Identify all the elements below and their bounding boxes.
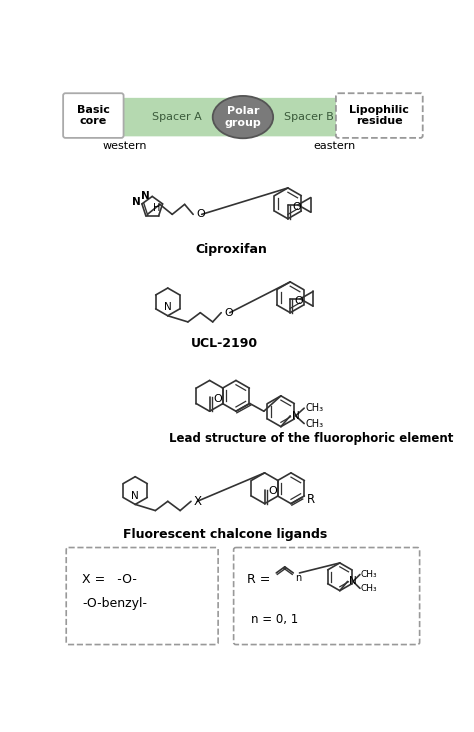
Text: eastern: eastern — [313, 141, 356, 151]
Text: N: N — [292, 411, 300, 421]
Text: Spacer A: Spacer A — [152, 112, 202, 122]
Text: O: O — [268, 486, 277, 496]
Text: Fluorescent chalcone ligands: Fluorescent chalcone ligands — [123, 528, 327, 541]
Text: O: O — [295, 296, 304, 306]
Text: CH₃: CH₃ — [306, 419, 324, 428]
Text: western: western — [103, 141, 147, 151]
Text: UCL-2190: UCL-2190 — [191, 337, 258, 350]
Text: Polar
group: Polar group — [225, 106, 261, 128]
Text: CH₃: CH₃ — [361, 570, 377, 579]
Text: R: R — [307, 493, 315, 506]
Text: H: H — [153, 203, 160, 213]
Text: n: n — [296, 573, 302, 583]
Text: N: N — [131, 490, 139, 501]
Text: N: N — [349, 576, 357, 586]
FancyBboxPatch shape — [66, 548, 218, 645]
Text: R =: R = — [247, 572, 270, 586]
Text: Lead structure of the fluorophoric element: Lead structure of the fluorophoric eleme… — [169, 432, 454, 445]
Text: n = 0, 1: n = 0, 1 — [251, 613, 299, 626]
Text: X =   -O-: X = -O- — [82, 572, 137, 586]
Text: O: O — [196, 209, 205, 220]
Text: Ciproxifan: Ciproxifan — [195, 243, 267, 256]
Text: N: N — [132, 197, 141, 206]
FancyBboxPatch shape — [105, 98, 381, 136]
Text: O: O — [224, 307, 233, 318]
FancyBboxPatch shape — [234, 548, 419, 645]
Text: Lipophilic
residue: Lipophilic residue — [349, 105, 409, 127]
Text: X: X — [193, 495, 201, 508]
FancyBboxPatch shape — [63, 93, 124, 138]
Text: O: O — [292, 202, 301, 212]
Text: O: O — [213, 394, 222, 404]
Text: CH₃: CH₃ — [306, 403, 324, 413]
Text: CH₃: CH₃ — [361, 584, 377, 593]
Text: -O-benzyl-: -O-benzyl- — [82, 597, 147, 610]
Text: N: N — [164, 302, 172, 312]
Text: Basic
core: Basic core — [77, 105, 110, 127]
FancyBboxPatch shape — [336, 93, 423, 138]
Ellipse shape — [213, 96, 273, 138]
Text: N: N — [141, 191, 150, 201]
Text: Spacer B: Spacer B — [284, 112, 334, 122]
